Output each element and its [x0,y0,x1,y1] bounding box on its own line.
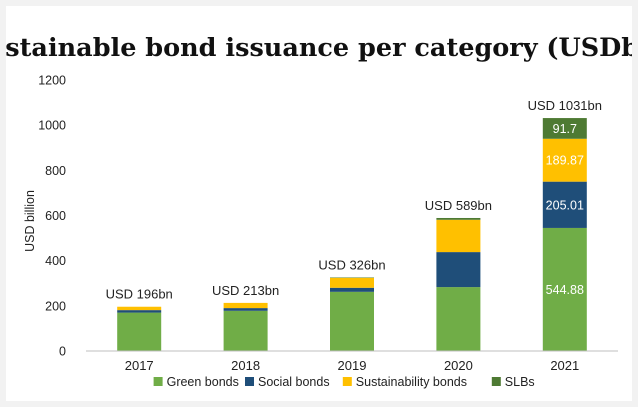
bar-segment [542,181,587,228]
legend-label: Sustainability bonds [356,375,467,389]
y-tick-label: 800 [45,164,66,178]
legend-swatch [342,377,352,386]
bar-segment [117,310,162,313]
legend: Green bonds Social bonds Sustainability bo… [153,375,535,389]
y-tick-label: 0 [59,345,66,359]
x-tick-label: 2019 [338,358,367,373]
bar-segment [436,252,481,288]
bar-segment [436,287,481,351]
bar-segment [117,306,162,311]
stacked-bar-chart: Sustainable bond issuance per category (… [6,33,632,389]
bar-segment [436,217,481,220]
y-tick-label: 1000 [38,119,66,133]
bar-segment [330,287,374,292]
total-label: USD 1031bn [528,98,602,113]
y-tick-label: 1200 [38,74,66,88]
x-tick-label: 2021 [550,358,579,373]
bar-segment [117,312,162,351]
legend-swatch [153,377,163,386]
segment-value-label: 189.87 [546,154,584,168]
x-tick-label: 2020 [444,358,473,373]
legend-swatch [491,377,501,386]
total-labels: USD 196bn USD 213bn USD 326bn USD 589bn USD … [106,98,602,302]
total-label: USD 196bn [106,287,173,302]
bar-segment [223,302,268,309]
y-tick-label: 200 [45,299,66,313]
bar-segment [330,277,374,288]
bar-segment [436,219,481,253]
bar-segment [330,291,374,351]
legend-label: SLBs [505,375,535,389]
bar-segment [223,310,268,351]
total-label: USD 589bn [425,198,492,213]
total-label: USD 213bn [212,283,279,298]
x-tick-label: 2018 [231,358,260,373]
segment-value-label: 91.7 [553,122,577,136]
chart-title: Sustainable bond issuance per category (… [6,33,632,63]
y-tick-label: 600 [45,209,66,223]
bar-segment [542,227,587,351]
bar-segment [542,118,587,139]
total-label: USD 326bn [318,257,385,272]
segment-value-label: 205.01 [546,198,584,212]
x-axis-tick-labels: 2017 2018 2019 2020 2021 [125,358,580,373]
legend-label: Green bonds [167,375,239,389]
x-tick-label: 2017 [125,358,154,373]
bar-segment [223,308,268,311]
y-axis-ticks: 0 200 400 600 800 1000 1200 [38,74,66,359]
bar-segment [542,138,587,182]
segment-value-label: 544.88 [546,283,584,297]
chart-card: Sustainable bond issuance per category (… [6,6,632,401]
bars: 544.88 205.01 189.87 91.7 [117,118,587,351]
legend-swatch [245,377,254,386]
legend-label: Social bonds [258,375,330,389]
y-tick-label: 400 [45,254,66,268]
y-axis-label: USD billion [23,190,37,252]
